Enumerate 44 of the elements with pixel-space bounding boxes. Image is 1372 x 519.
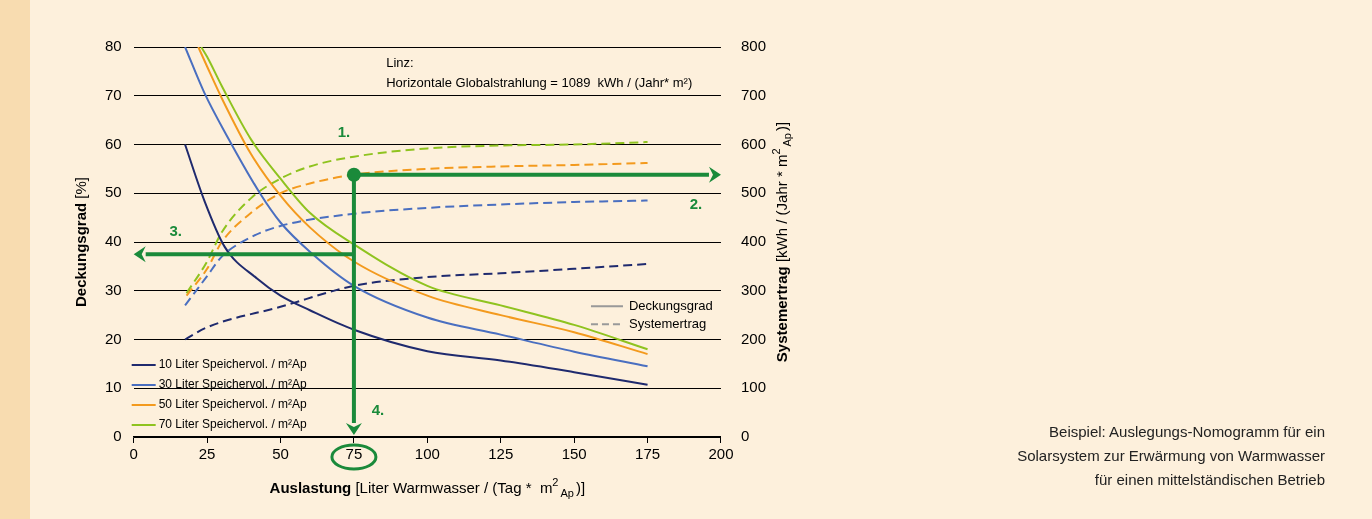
annotation: Deckungsgrad — [628, 297, 713, 313]
y2-tick-label: 400 — [740, 232, 766, 250]
annotation: 1. — [337, 122, 351, 140]
x-tick-label: 25 — [198, 445, 216, 463]
text: für einen mittelständischen Betrieb — [1093, 470, 1325, 490]
y-tick-label: 30 — [105, 280, 122, 298]
annotation: 3. — [169, 222, 182, 240]
legend-label: 10 Liter Speichervol. / m²Ap — [158, 357, 308, 372]
legend-label: 30 Liter Speichervol. / m²Ap — [158, 377, 308, 392]
text: Solarsystem zur Erwärmung von Warmwasser — [1017, 446, 1325, 466]
y-tick-label: 60 — [105, 134, 122, 152]
y2-tick-label: 800 — [740, 37, 766, 55]
y-tick-label: 50 — [105, 183, 122, 201]
legend-label: 50 Liter Speichervol. / m²Ap — [158, 397, 308, 412]
y-tick-label: 40 — [105, 232, 122, 250]
y2-tick-label: 700 — [740, 85, 766, 103]
x-tick-label: 75 — [345, 445, 363, 463]
y2-tick-label: 200 — [740, 329, 766, 347]
y-tick-label: 10 — [105, 378, 122, 396]
x-tick-label: 50 — [272, 445, 289, 463]
y-tick-label: 80 — [105, 37, 122, 55]
y2-tick-label: 100 — [740, 378, 766, 396]
x-tick-label: 125 — [488, 445, 514, 463]
annotation: Systemertrag — [628, 315, 707, 331]
y2-tick-label: 300 — [740, 280, 766, 298]
y2-tick-label: 0 — [740, 427, 750, 445]
y-tick-label: 20 — [105, 329, 122, 347]
x-tick-label: 200 — [708, 445, 734, 463]
annotation: Linz: — [386, 54, 414, 70]
y2-tick-label: 600 — [740, 134, 766, 152]
legend-label: 70 Liter Speichervol. / m²Ap — [158, 417, 308, 432]
annotation: 2. — [689, 194, 703, 212]
x-tick-label: 175 — [635, 445, 661, 463]
x-tick-label: 150 — [561, 445, 587, 463]
x-tick-label: 0 — [129, 445, 138, 463]
y2-axis-title: Systemertrag [kWh / (Jahr * m2Ap)] — [770, 121, 794, 363]
y2-tick-label: 500 — [740, 183, 766, 201]
annotation: 4. — [371, 401, 385, 419]
text: Beispiel: Auslegungs-Nomogramm für ein — [1048, 422, 1325, 442]
x-tick-label: 100 — [414, 445, 440, 463]
y-tick-label: 70 — [105, 85, 122, 103]
y-tick-label: 0 — [113, 427, 122, 445]
annotation: Horizontale Globalstrahlung = 1089 kWh / (Jahr* m²) — [386, 74, 693, 90]
y-axis-title: Deckungsgrad [%] — [71, 176, 89, 308]
